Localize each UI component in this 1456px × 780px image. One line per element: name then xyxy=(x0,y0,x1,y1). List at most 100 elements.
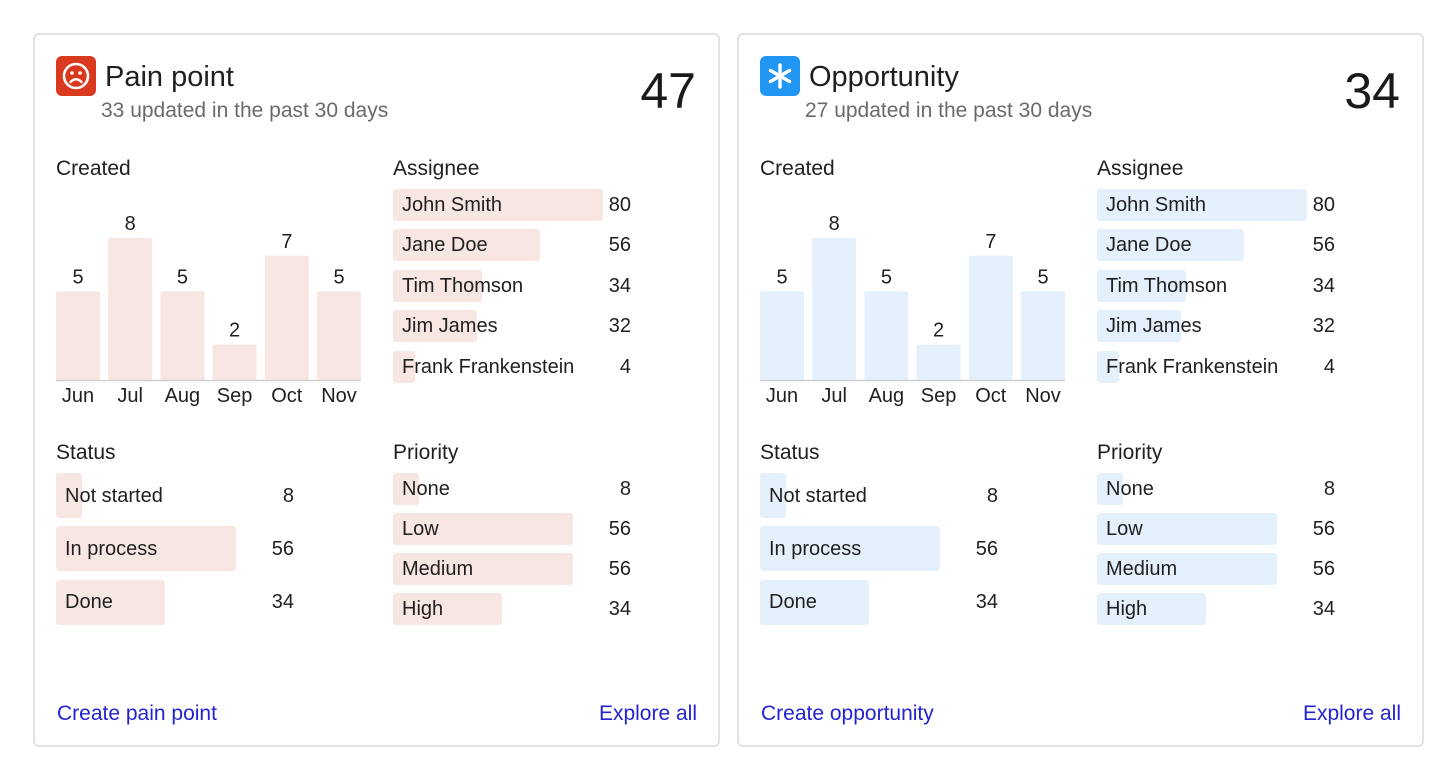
card-subtitle: 33 updated in the past 30 days xyxy=(101,99,389,122)
assignee-row[interactable]: Jim James 32 xyxy=(1097,310,1397,343)
bar-label: Jane Doe xyxy=(1106,234,1192,257)
bar-count: 56 xyxy=(1312,558,1335,580)
bar-label: Jane Doe xyxy=(402,234,488,257)
statuse-row[interactable]: Not started 8 xyxy=(760,473,1060,518)
bar-fill xyxy=(1097,269,1187,302)
prioritie-row[interactable]: Low 56 xyxy=(393,513,693,545)
prioritie-row[interactable]: Low 56 xyxy=(1097,513,1397,545)
bar-fill xyxy=(1097,229,1244,262)
assignee-row[interactable]: Jane Doe 56 xyxy=(393,229,693,262)
bar-count: 56 xyxy=(608,558,631,580)
bar-count: 8 xyxy=(619,478,631,500)
bar-label: Done xyxy=(65,591,113,614)
prioritie-row[interactable]: Medium 56 xyxy=(1097,553,1397,585)
bar-fill xyxy=(393,229,540,262)
created-chart: 5 8 5 2 7 5 Jun Jul Aug Sep Oct Nov xyxy=(56,215,366,415)
bar-fill xyxy=(393,310,477,343)
bar-label: In process xyxy=(769,537,862,560)
card-subtitle: 27 updated in the past 30 days xyxy=(805,99,1093,122)
bar-fill xyxy=(56,526,236,572)
bar-label: Done xyxy=(769,591,817,614)
priority-label: Priority xyxy=(393,441,459,464)
chart-value-label: 2 xyxy=(229,320,240,342)
opportunity-card: Opportunity 27 updated in the past 30 da… xyxy=(737,33,1424,747)
chart-value-label: 7 xyxy=(985,231,996,253)
assignee-row[interactable]: Tim Thomson 34 xyxy=(1097,269,1397,302)
chart-bar-sep xyxy=(212,344,257,380)
status-label: Status xyxy=(56,441,116,464)
assignee-row[interactable]: John Smith 80 xyxy=(393,189,693,221)
chart-value-label: 8 xyxy=(125,215,136,235)
explore-all-link[interactable]: Explore all xyxy=(598,702,697,725)
assignee-row[interactable]: Jim James 32 xyxy=(393,310,693,343)
create-opportunity-link[interactable]: Create opportunity xyxy=(761,702,934,725)
bar-count: 8 xyxy=(1323,478,1335,500)
assignee-row[interactable]: Frank Frankenstein 4 xyxy=(393,350,693,383)
chart-bar-nov xyxy=(317,291,361,380)
bar-count: 32 xyxy=(608,315,631,338)
bar-fill xyxy=(56,579,166,625)
chart-value-label: 5 xyxy=(333,266,344,288)
statuse-row[interactable]: In process 56 xyxy=(56,526,356,572)
statuse-row[interactable]: Done 34 xyxy=(56,579,356,625)
prioritie-row[interactable]: None 8 xyxy=(393,473,693,505)
bar-count: 32 xyxy=(1312,315,1335,338)
chart-tick-label: Nov xyxy=(1025,385,1061,407)
statuse-row[interactable]: Not started 8 xyxy=(56,473,356,518)
chart-bar-jul xyxy=(108,238,153,380)
chart-tick-label: Jul xyxy=(821,385,847,407)
chart-value-label: 5 xyxy=(776,266,787,288)
prioritie-row[interactable]: High 34 xyxy=(393,593,693,625)
bar-fill xyxy=(760,526,940,572)
bar-count: 80 xyxy=(1312,194,1335,216)
prioritie-row[interactable]: Medium 56 xyxy=(393,553,693,585)
bar-label: High xyxy=(402,598,444,620)
create-pain-point-link[interactable]: Create pain point xyxy=(57,702,217,725)
bar-fill xyxy=(1097,473,1123,505)
bar-count: 8 xyxy=(986,484,998,507)
bar-fill xyxy=(393,513,573,545)
bar-count: 34 xyxy=(271,591,294,614)
chart-x-tick-labels: Jun Jul Aug Sep Oct Nov xyxy=(56,383,366,409)
bar-label: High xyxy=(1106,598,1148,620)
bar-count: 4 xyxy=(619,355,631,378)
prioritie-row[interactable]: High 34 xyxy=(1097,593,1397,625)
assignee-row[interactable]: John Smith 80 xyxy=(1097,189,1397,221)
prioritie-row[interactable]: None 8 xyxy=(1097,473,1397,505)
bar-count: 56 xyxy=(271,537,294,560)
status-label: Status xyxy=(760,441,820,464)
bar-fill xyxy=(760,473,786,518)
assignee-row[interactable]: Frank Frankenstein 4 xyxy=(1097,350,1397,383)
bar-label: None xyxy=(402,478,450,500)
bar-count: 80 xyxy=(608,194,631,216)
statuse-row[interactable]: In process 56 xyxy=(760,526,1060,572)
chart-value-label: 5 xyxy=(177,266,188,288)
bar-count: 56 xyxy=(975,537,998,560)
statuse-row[interactable]: Done 34 xyxy=(760,579,1060,625)
bar-count: 56 xyxy=(608,518,631,540)
bar-fill xyxy=(56,473,82,518)
bar-count: 8 xyxy=(282,484,294,507)
chart-tick-label: Oct xyxy=(975,385,1007,407)
chart-tick-label: Jun xyxy=(61,385,95,407)
bar-count: 56 xyxy=(1312,234,1335,257)
assignee-label: Assignee xyxy=(393,157,480,180)
card-total-count: 34 xyxy=(1344,63,1400,119)
bar-count: 4 xyxy=(1323,355,1335,378)
explore-all-link[interactable]: Explore all xyxy=(1302,702,1401,725)
chart-tick-label: Aug xyxy=(164,385,201,407)
chart-bar-aug xyxy=(864,291,909,380)
bar-fill xyxy=(1097,310,1181,343)
bar-count: 34 xyxy=(975,591,998,614)
chart-tick-label: Jul xyxy=(117,385,143,407)
chart-tick-label: Oct xyxy=(271,385,303,407)
asterisk-icon xyxy=(760,56,800,96)
sad-face-icon xyxy=(56,56,96,96)
assignee-row[interactable]: Tim Thomson 34 xyxy=(393,269,693,302)
bar-label: None xyxy=(1106,478,1154,500)
chart-tick-label: Jun xyxy=(765,385,799,407)
pain-point-card: Pain point 33 updated in the past 30 day… xyxy=(33,33,720,747)
bar-fill xyxy=(393,189,603,221)
bar-fill xyxy=(1097,513,1277,545)
assignee-row[interactable]: Jane Doe 56 xyxy=(1097,229,1397,262)
